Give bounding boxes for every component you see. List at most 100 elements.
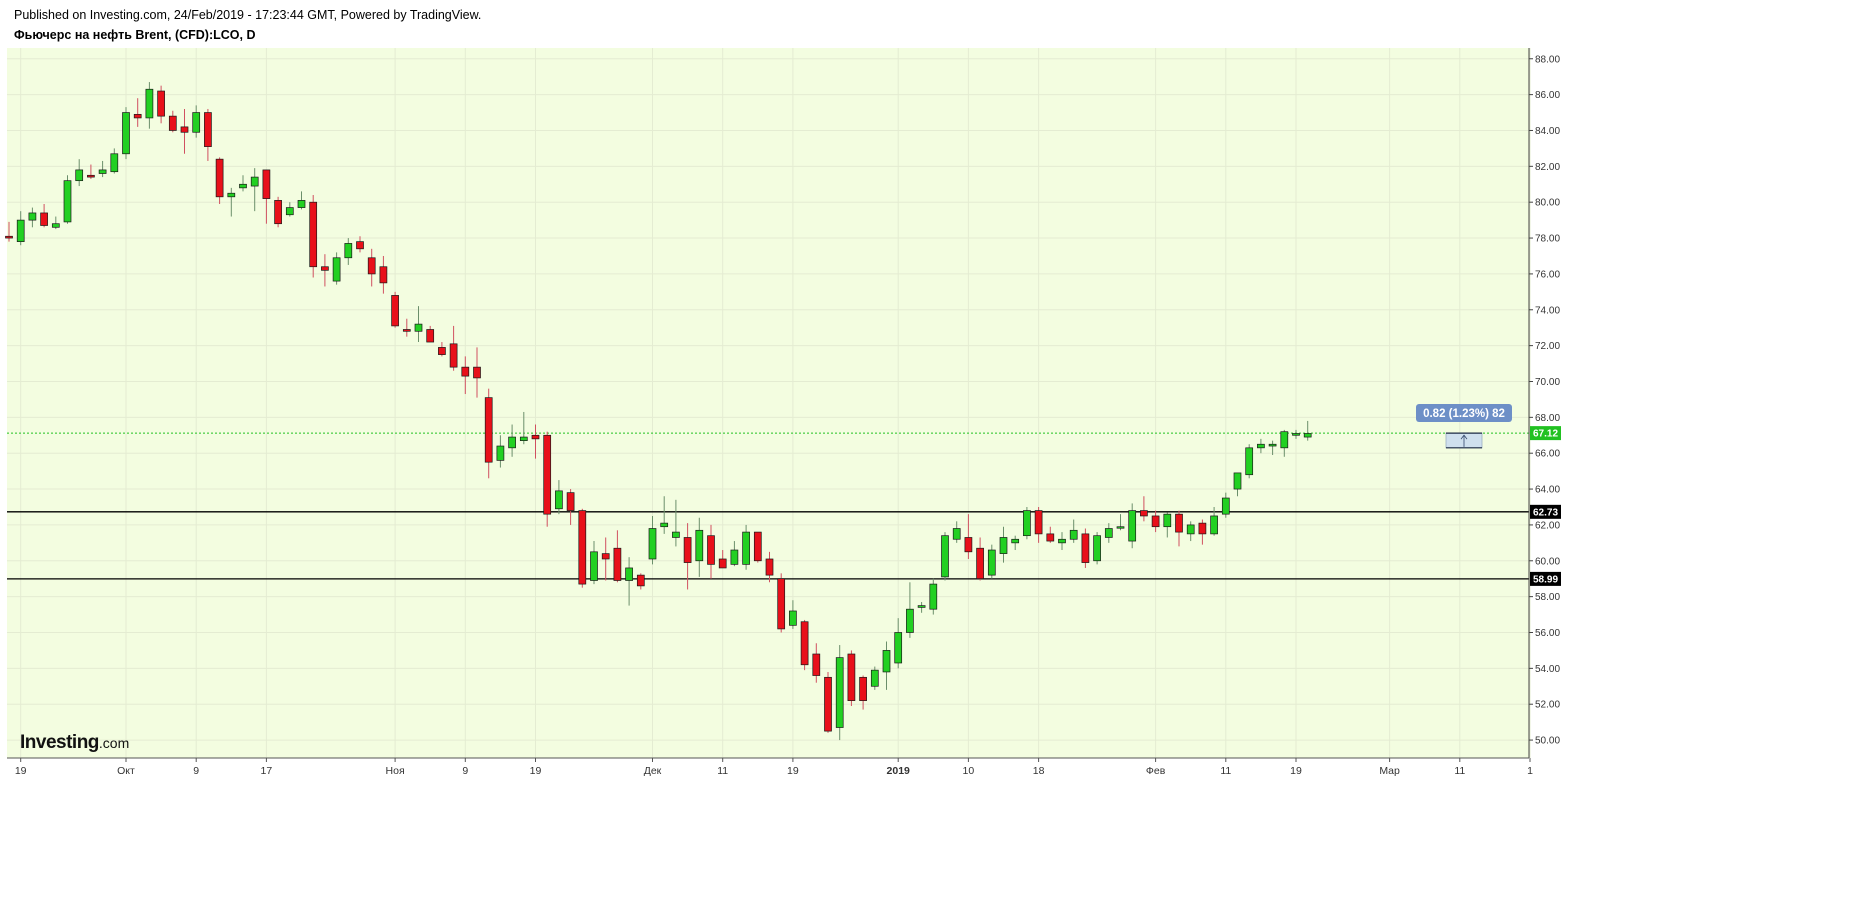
price-tick-label: 56.00 — [1535, 628, 1560, 639]
candle-body — [391, 295, 399, 327]
candle-body — [613, 547, 622, 581]
price-label-bg — [1530, 571, 1561, 586]
price-tick-label: 78.00 — [1535, 234, 1560, 245]
price-tick-label: 68.00 — [1535, 413, 1560, 424]
candle-body — [75, 169, 84, 182]
candle-body — [1093, 535, 1101, 562]
candle-body — [601, 553, 610, 560]
candle-body — [227, 192, 236, 198]
candle-body — [683, 537, 692, 563]
price-tick-label: 76.00 — [1535, 269, 1560, 280]
price-tick-label: 86.00 — [1535, 90, 1560, 101]
price-tick-label: 74.00 — [1535, 305, 1560, 316]
candle-body — [1151, 515, 1160, 528]
measure-label-bg — [1416, 404, 1512, 422]
candle-body — [1116, 526, 1125, 529]
candle-body — [742, 531, 750, 565]
candle-body — [1140, 510, 1148, 517]
candle-body — [40, 212, 48, 226]
candle-body — [800, 621, 809, 666]
candle-body — [707, 535, 715, 565]
candle-body — [859, 676, 867, 701]
candle-body — [508, 436, 516, 449]
candle-body — [835, 657, 844, 728]
candle-body — [402, 329, 411, 332]
candle-body — [168, 115, 177, 131]
candle-body — [695, 529, 704, 562]
candle-body — [1023, 510, 1031, 537]
candle-body — [379, 266, 388, 284]
candle-body — [590, 551, 598, 581]
candle-body — [239, 183, 247, 189]
measure-arrow-head-icon — [1460, 434, 1468, 440]
time-tick-label: 17 — [261, 765, 273, 777]
candle-body — [882, 650, 891, 673]
candle-body — [1303, 433, 1312, 438]
candle-body — [941, 535, 949, 578]
price-label: 58.99 — [1533, 574, 1558, 585]
candle-body — [999, 537, 1008, 554]
price-tick-label: 66.00 — [1535, 449, 1560, 460]
price-label-bg — [1530, 504, 1561, 519]
time-tick-label: Окт — [117, 765, 135, 777]
candle-body — [1245, 447, 1254, 476]
candle-body — [789, 610, 797, 626]
time-tick-label: 1 — [1527, 765, 1533, 777]
horizontal-levels[interactable] — [7, 432, 1529, 580]
price-tick-label: 54.00 — [1535, 664, 1560, 675]
candle-body — [426, 329, 435, 343]
candle-body — [1198, 522, 1207, 535]
price-labels: 67.12 62.73 58.99 — [1530, 426, 1561, 586]
candle-body — [952, 528, 961, 540]
time-tick-label: 19 — [15, 765, 27, 777]
time-tick-label: 9 — [193, 765, 199, 777]
grid-lines — [7, 48, 1531, 758]
candle-body — [987, 549, 996, 576]
candle-body — [496, 445, 505, 461]
candle-body — [344, 243, 353, 259]
time-tick-label: 11 — [1454, 765, 1465, 777]
candle-body — [98, 169, 107, 174]
price-tick-label: 80.00 — [1535, 198, 1560, 209]
candle-body — [16, 219, 25, 242]
candle-body — [5, 235, 13, 239]
time-tick-label: 19 — [1290, 765, 1302, 777]
candle-body — [1186, 524, 1195, 535]
candle-body — [578, 510, 587, 585]
candle-body — [1034, 510, 1043, 535]
time-tick-label: Ноя — [386, 765, 405, 777]
price-label-bg — [1530, 426, 1561, 441]
time-axis[interactable]: 19 Окт 9 17 Ноя 9 19 Дек 11 19 2019 10 18 Фев 11 19 Мар 1… — [7, 757, 1533, 777]
candle-body — [63, 180, 72, 223]
time-tick-label: 11 — [1220, 765, 1231, 777]
candle-body — [122, 112, 130, 155]
candles — [5, 82, 1312, 741]
candle-body — [894, 632, 903, 664]
price-tick-label: 64.00 — [1535, 485, 1560, 496]
candle-body — [1292, 433, 1300, 436]
price-tick-label: 58.00 — [1535, 592, 1560, 603]
price-tick-label: 82.00 — [1535, 162, 1560, 173]
candle-body — [262, 169, 271, 199]
candle-body — [1221, 497, 1230, 515]
candle-body — [1046, 533, 1055, 542]
candle-body — [531, 434, 540, 440]
candle-body — [51, 223, 60, 228]
price-axis[interactable]: 50.00 52.00 54.00 56.00 58.00 60.00 62.00 64.00… — [1528, 48, 1560, 758]
time-tick-label: Мар — [1379, 765, 1400, 777]
candle-body — [870, 669, 879, 687]
time-tick-label: 18 — [1033, 765, 1045, 777]
candle-body — [636, 574, 645, 587]
measure-tool[interactable]: 0.82 (1.23%) 82 — [1416, 404, 1512, 449]
price-label: 67.12 — [1533, 429, 1558, 440]
candle-body — [332, 257, 341, 282]
candle-body — [285, 207, 294, 216]
chart-title: Фьючерс на нефть Brent, (CFD):LCO, D — [14, 28, 256, 42]
time-tick-label: 10 — [963, 765, 975, 777]
candle-body — [484, 397, 493, 463]
candle-body — [765, 558, 774, 576]
candle-body — [1280, 431, 1289, 449]
time-tick-label: Дек — [644, 765, 662, 777]
price-tick-label: 60.00 — [1535, 556, 1560, 567]
